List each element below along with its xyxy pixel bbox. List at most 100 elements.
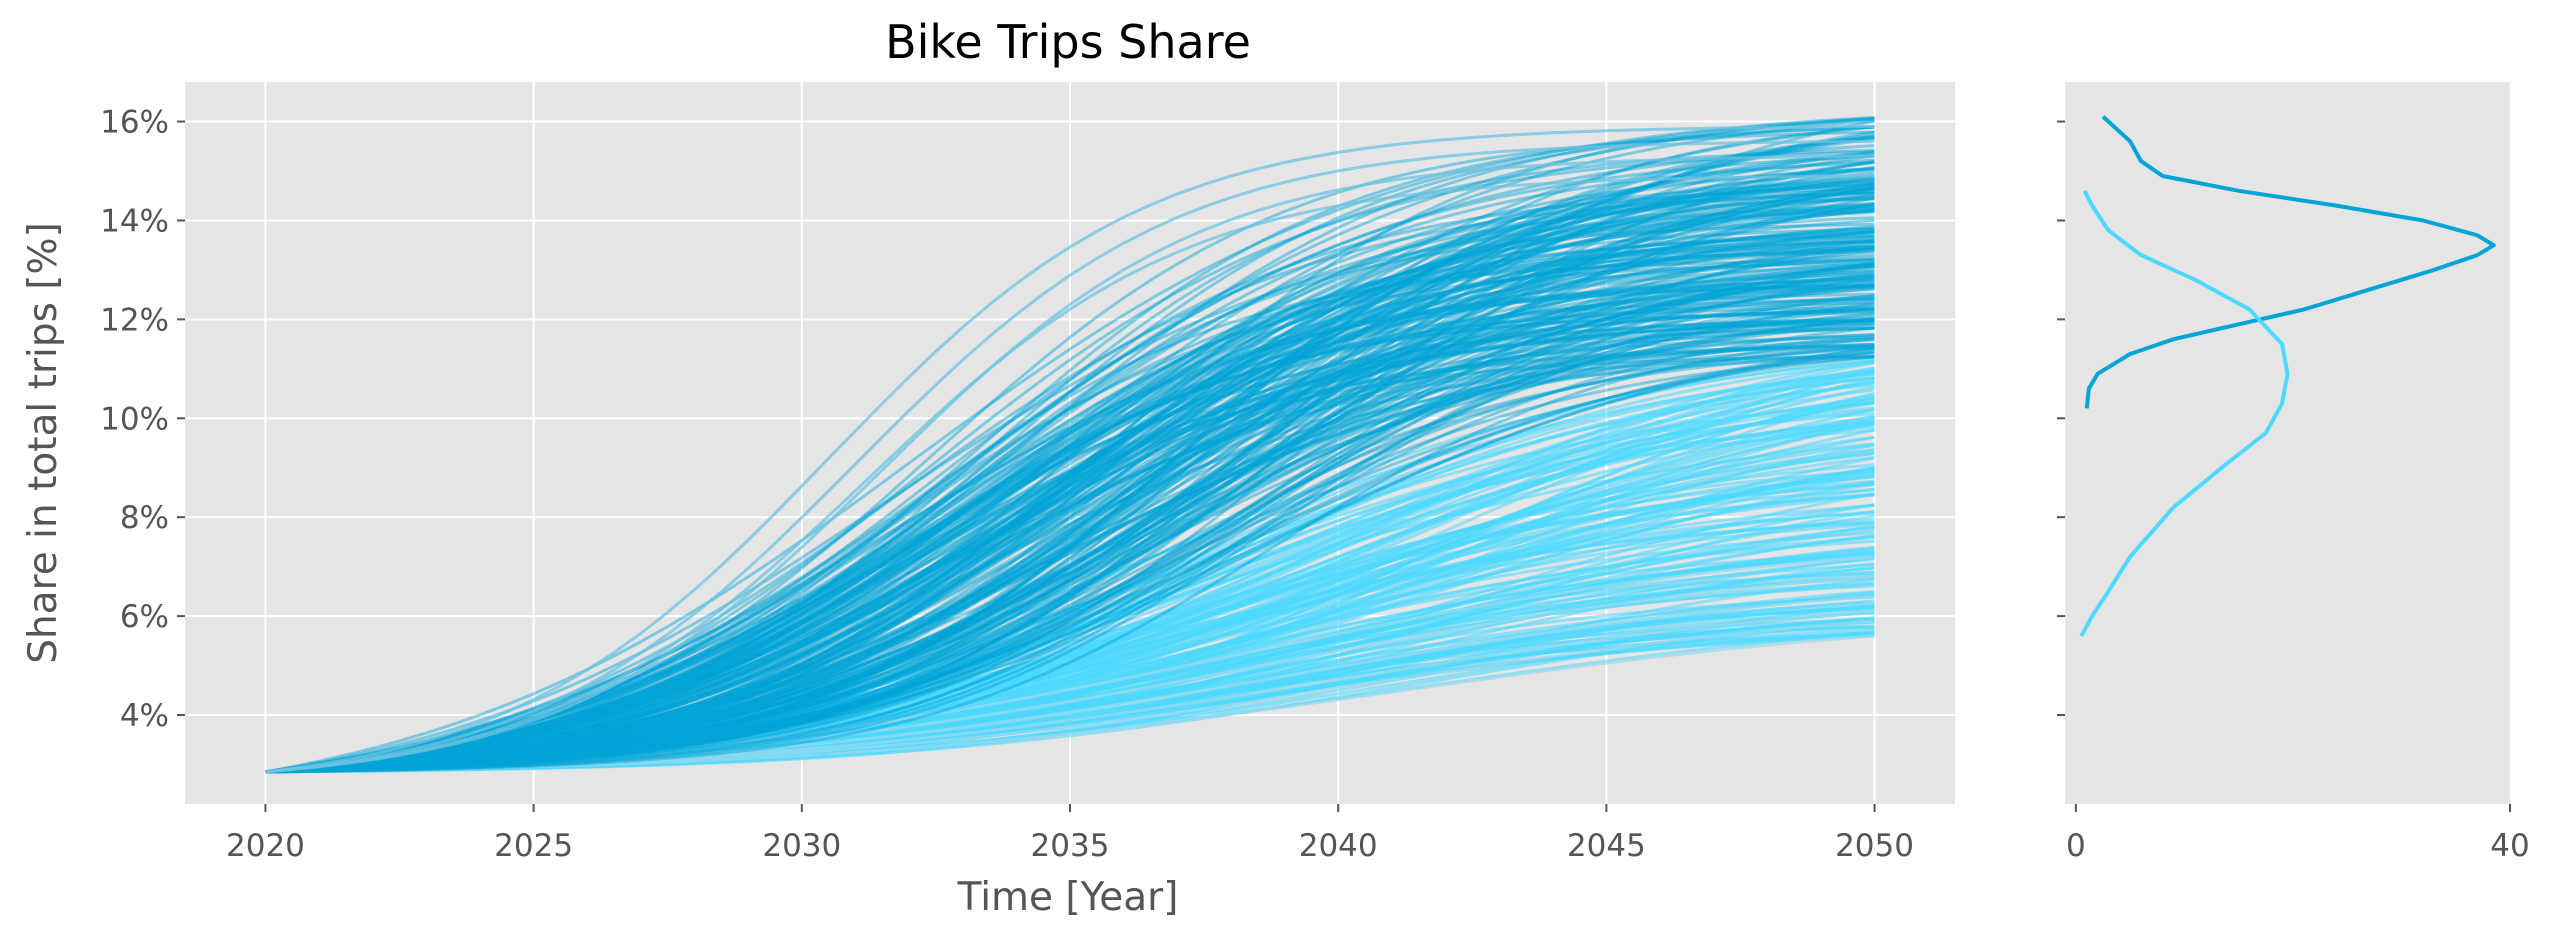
series-line	[265, 159, 1875, 774]
series-line	[265, 258, 1875, 774]
series-line	[265, 186, 1875, 774]
series-line	[265, 344, 1875, 774]
series-line	[265, 206, 1875, 774]
y-tick-label: 16%	[100, 105, 169, 141]
series-line	[265, 297, 1875, 774]
series-line	[265, 269, 1875, 774]
series-line	[265, 181, 1875, 774]
main-plot: 2020 2025 2030 2035 2040 2045 2050 4% 6% 8% 10% 12…	[21, 15, 1955, 920]
series-line	[265, 350, 1875, 774]
series-line	[265, 150, 1875, 774]
series-line	[265, 345, 1875, 774]
series-line	[265, 248, 1875, 774]
series-line	[265, 326, 1875, 774]
series-line	[265, 350, 1875, 774]
series-line	[265, 323, 1875, 774]
y-tick-label: 12%	[100, 302, 169, 338]
series-line	[265, 208, 1875, 774]
series-line	[265, 311, 1875, 774]
series-line	[265, 184, 1875, 774]
series-line	[265, 238, 1875, 774]
series-line	[265, 183, 1875, 774]
series-line	[265, 191, 1875, 774]
series-line	[265, 312, 1875, 774]
series-line	[265, 263, 1875, 774]
series-line	[265, 185, 1875, 774]
series-line	[265, 264, 1875, 774]
series-line	[265, 187, 1875, 774]
series-line	[265, 245, 1875, 774]
series-line	[265, 321, 1875, 774]
series-line	[265, 230, 1875, 774]
series-line	[265, 264, 1875, 774]
series-line	[265, 135, 1875, 774]
x-tick-label: 2030	[762, 828, 841, 864]
series-line	[265, 177, 1875, 774]
series-line	[265, 338, 1875, 774]
series-line	[265, 230, 1875, 774]
series-line	[265, 253, 1875, 774]
series-line	[265, 150, 1875, 774]
series-line	[265, 335, 1875, 774]
series-line	[265, 250, 1875, 774]
series-line	[265, 183, 1875, 774]
density-line	[2079, 189, 2290, 637]
series-line	[265, 316, 1875, 774]
series-line	[265, 190, 1875, 774]
series-line	[265, 160, 1875, 774]
series-line	[265, 320, 1875, 774]
series-line	[265, 326, 1875, 774]
series-line	[265, 239, 1875, 774]
series-line	[265, 216, 1875, 774]
series-line	[265, 228, 1875, 774]
series-line	[265, 202, 1875, 774]
series-line	[265, 172, 1875, 774]
series-line	[265, 333, 1875, 774]
series-line	[265, 132, 1875, 774]
series-line	[265, 307, 1875, 774]
series-line	[265, 158, 1875, 774]
x-tick-label: 2020	[226, 828, 305, 864]
series-line	[265, 165, 1875, 774]
series-line	[265, 575, 1875, 774]
series-line	[265, 297, 1875, 774]
series-line	[265, 125, 1875, 774]
series-line	[265, 264, 1875, 774]
series-line	[265, 318, 1875, 774]
series-line	[265, 345, 1875, 774]
series-line	[265, 267, 1875, 774]
series-line	[265, 336, 1875, 774]
series-line	[265, 555, 1875, 774]
series-line	[265, 276, 1875, 774]
series-line	[265, 308, 1875, 774]
series-line	[265, 160, 1875, 774]
side-density-lines	[2079, 115, 2496, 637]
series-line	[265, 333, 1875, 774]
series-line	[265, 318, 1875, 774]
side-plot-area	[2065, 82, 2510, 804]
series-line	[265, 282, 1875, 774]
series-line	[265, 256, 1875, 774]
series-line	[265, 130, 1875, 774]
series-line	[265, 119, 1875, 774]
series-line	[265, 369, 1875, 774]
series-line	[265, 190, 1875, 774]
series-line	[265, 187, 1875, 774]
series-line	[265, 283, 1875, 774]
series-line	[265, 203, 1875, 774]
series-line	[265, 208, 1875, 774]
series-line	[265, 307, 1875, 774]
series-line	[265, 218, 1875, 774]
side-x-tick-label: 40	[2490, 828, 2529, 864]
series-line	[265, 322, 1875, 774]
side-x-axis-ticks: 0 40	[2066, 804, 2530, 864]
series-line	[265, 174, 1875, 774]
series-line	[265, 178, 1875, 774]
series-line	[265, 183, 1875, 774]
series-line	[265, 292, 1875, 774]
series-line	[265, 287, 1875, 774]
series-line	[265, 182, 1875, 774]
series-line	[265, 117, 1875, 774]
series-line	[265, 194, 1875, 774]
series-line	[265, 287, 1875, 774]
